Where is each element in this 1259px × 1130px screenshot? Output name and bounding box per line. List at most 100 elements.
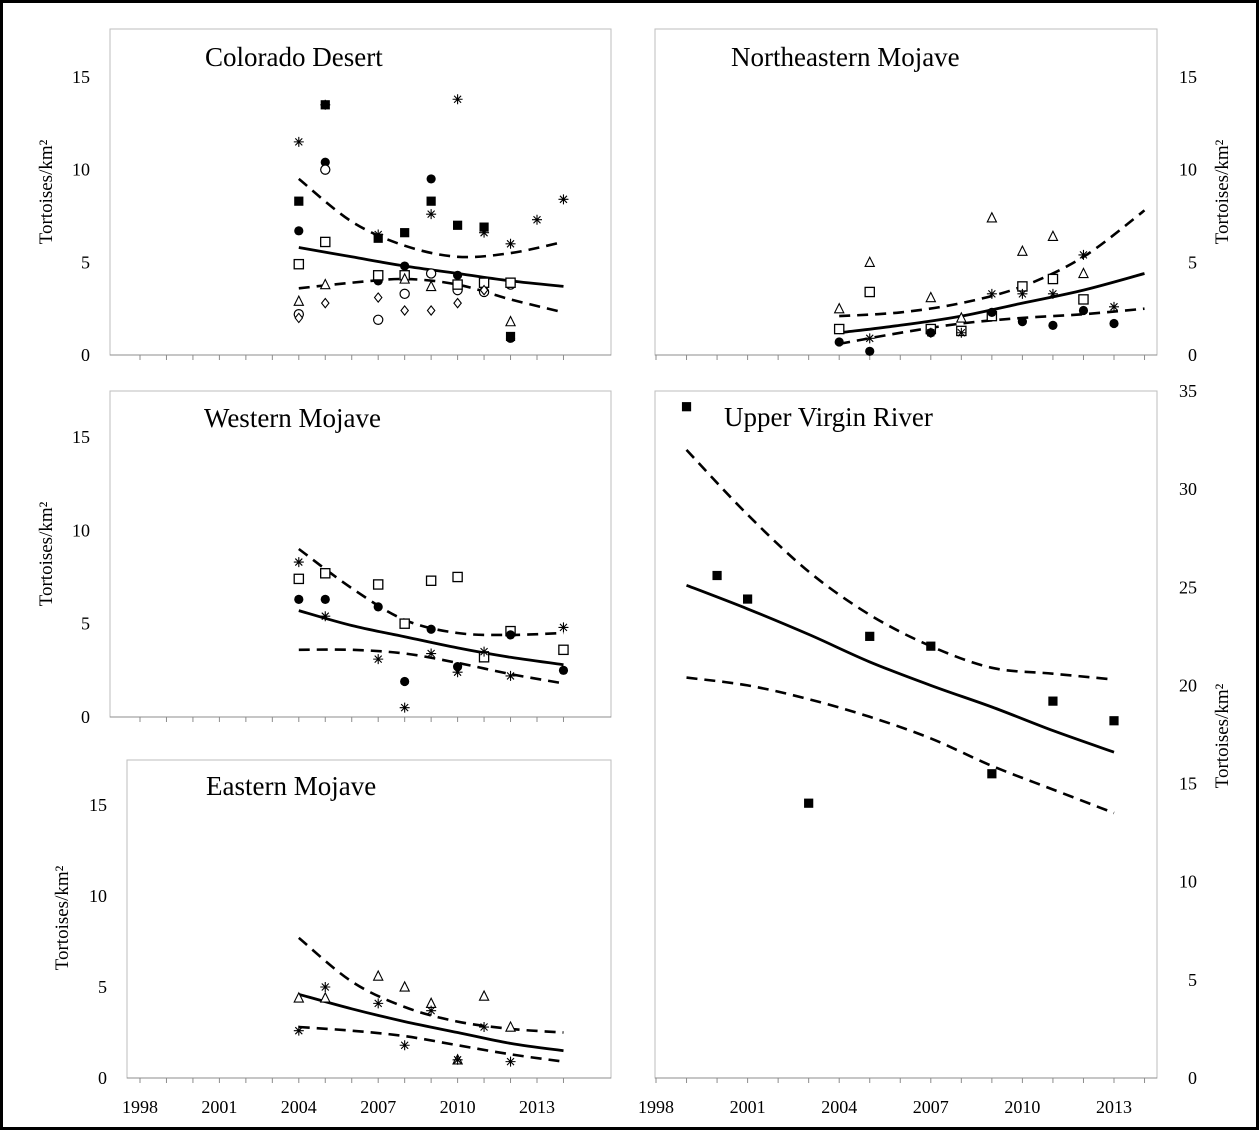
data-point-filled-circle xyxy=(453,662,463,672)
y-tick-label: 10 xyxy=(89,886,107,906)
data-point-open-triangle xyxy=(1047,230,1059,242)
lower-ci-line-upper-virgin-river xyxy=(686,676,1115,815)
y-tick-label: 30 xyxy=(1179,479,1197,499)
data-point-open-triangle xyxy=(319,991,331,1003)
data-point-open-circle xyxy=(373,314,384,325)
y-tick-label: 0 xyxy=(1188,345,1197,365)
y-tick-label: 10 xyxy=(1179,872,1197,892)
y-tick-label: 5 xyxy=(81,614,90,634)
data-point-asterisk xyxy=(505,670,516,681)
data-point-filled-circle xyxy=(294,226,304,236)
data-point-asterisk xyxy=(505,238,516,249)
y-tick-label: 5 xyxy=(1188,970,1197,990)
data-point-open-diamond xyxy=(453,297,462,309)
data-point-asterisk xyxy=(452,94,463,105)
data-point-open-square xyxy=(293,258,305,270)
data-point-open-triangle xyxy=(399,980,411,992)
data-point-open-triangle xyxy=(478,989,490,1001)
x-tick-label: 1998 xyxy=(122,1097,158,1117)
data-point-asterisk xyxy=(479,227,490,238)
data-point-filled-square xyxy=(987,769,997,779)
data-point-open-square xyxy=(320,568,331,579)
trend-line-upper-virgin-river xyxy=(686,583,1115,754)
x-tick-label: 2010 xyxy=(440,1097,476,1117)
data-point-asterisk xyxy=(956,327,967,338)
data-point-filled-square xyxy=(294,196,304,206)
data-point-asterisk xyxy=(1078,249,1089,260)
y-tick-label: 15 xyxy=(72,427,90,447)
data-point-open-triangle xyxy=(505,1020,517,1032)
y-axis-title-colorado-desert: Tortoises/km² xyxy=(36,139,57,244)
trend-line-eastern-mojave xyxy=(298,992,564,1053)
data-point-open-square xyxy=(399,618,410,629)
data-point-open-triangle xyxy=(1077,267,1089,279)
y-tick-label: 15 xyxy=(72,67,90,87)
y-tick-label: 10 xyxy=(72,520,90,540)
data-point-asterisk xyxy=(558,194,569,205)
data-point-asterisk xyxy=(864,333,875,344)
data-point-open-square xyxy=(833,323,845,335)
y-tick-label: 20 xyxy=(1179,675,1197,695)
panel-colorado-desert: Colorado Desert Tortoises/km² 0 5 10 15 xyxy=(36,28,612,365)
x-tick-label: 2004 xyxy=(281,1097,317,1117)
data-point-open-triangle xyxy=(1016,244,1028,256)
data-point-open-square xyxy=(425,575,437,586)
data-point-filled-square xyxy=(1048,696,1058,706)
data-point-open-square xyxy=(452,279,463,290)
data-point-filled-square xyxy=(804,798,814,808)
y-tick-label: 15 xyxy=(1179,774,1197,794)
x-tick-label: 2007 xyxy=(360,1097,396,1117)
data-point-filled-circle xyxy=(426,174,436,184)
data-point-filled-square xyxy=(712,570,722,581)
data-point-open-diamond xyxy=(294,312,304,324)
data-point-open-square xyxy=(452,571,463,583)
data-point-open-triangle xyxy=(986,211,998,223)
data-point-open-square xyxy=(372,579,384,590)
panel-title-colorado-desert: Colorado Desert xyxy=(205,42,383,72)
data-point-open-triangle xyxy=(399,272,411,284)
panel-title-western-mojave: Western Mojave xyxy=(204,403,381,433)
y-tick-label: 10 xyxy=(72,160,90,180)
data-point-asterisk xyxy=(320,982,331,992)
data-point-asterisk xyxy=(373,229,384,240)
data-point-filled-circle xyxy=(453,270,463,280)
panel-title-northeastern-mojave: Northeastern Mojave xyxy=(731,42,960,72)
upper-ci-line-colorado-desert xyxy=(297,177,564,259)
data-point-asterisk xyxy=(399,1040,410,1051)
data-point-open-diamond xyxy=(479,284,489,296)
y-tick-label: 10 xyxy=(1179,160,1197,180)
data-point-open-triangle xyxy=(505,315,517,327)
y-axis-title-western-mojave: Tortoises/km² xyxy=(36,501,57,606)
y-tick-label: 15 xyxy=(1179,67,1197,87)
x-tick-label: 2013 xyxy=(519,1097,555,1117)
data-point-open-triangle xyxy=(293,991,305,1003)
data-point-asterisk xyxy=(1109,301,1119,312)
x-tick-label: 2013 xyxy=(1096,1097,1132,1117)
data-point-asterisk xyxy=(479,1022,490,1033)
data-point-open-square xyxy=(372,270,384,281)
data-point-asterisk xyxy=(293,136,304,147)
data-point-asterisk xyxy=(293,1025,304,1036)
y-tick-label: 5 xyxy=(98,977,107,997)
data-point-asterisk xyxy=(320,99,331,110)
y-tick-label: 0 xyxy=(98,1068,107,1088)
panel-upper-virgin-river: Upper Virgin River Tortoises/km² 0 5 10 15 2… xyxy=(638,381,1233,1117)
data-point-asterisk xyxy=(373,654,384,665)
x-tick-label: 1998 xyxy=(638,1097,674,1117)
data-point-filled-square xyxy=(400,228,410,238)
data-point-asterisk xyxy=(1017,288,1028,299)
data-point-open-triangle xyxy=(925,291,937,303)
data-point-filled-circle xyxy=(926,328,936,338)
x-tick-label: 2007 xyxy=(913,1097,949,1117)
data-point-filled-circle xyxy=(505,333,516,343)
data-point-asterisk xyxy=(320,611,331,622)
data-point-open-diamond xyxy=(426,305,436,317)
y-tick-label: 5 xyxy=(1188,252,1197,272)
data-point-open-square xyxy=(293,573,305,585)
y-tick-label: 25 xyxy=(1179,577,1197,597)
data-point-asterisk xyxy=(479,646,490,657)
data-point-asterisk xyxy=(373,998,384,1009)
data-point-filled-circle xyxy=(1017,317,1027,327)
x-tick-label: 2010 xyxy=(1004,1097,1040,1117)
